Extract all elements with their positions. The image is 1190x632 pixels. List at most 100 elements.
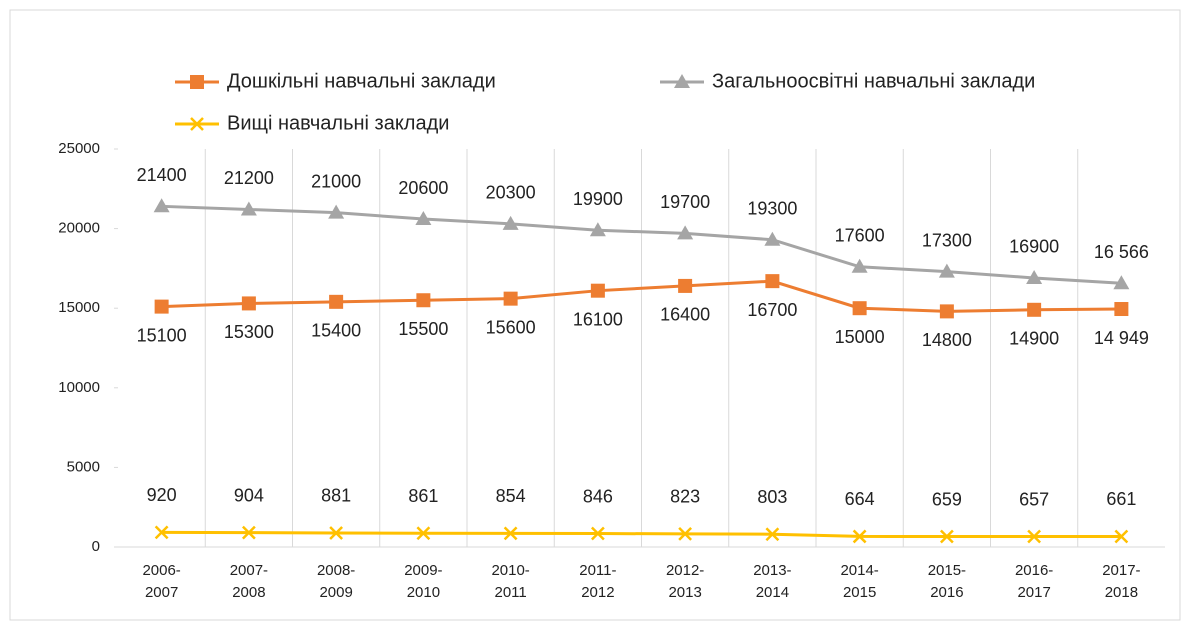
x-tick-label-line: 2009- xyxy=(404,562,442,579)
marker xyxy=(765,527,780,542)
series-line xyxy=(161,279,1122,313)
marker xyxy=(764,231,781,246)
x-tick-label-line: 2015 xyxy=(843,584,876,601)
data-label: 20600 xyxy=(398,178,448,198)
marker xyxy=(590,526,605,541)
data-label: 657 xyxy=(1019,489,1049,509)
legend-marker xyxy=(674,74,690,88)
marker xyxy=(939,529,954,544)
data-label: 16 566 xyxy=(1094,242,1149,262)
x-tick-label-line: 2007- xyxy=(230,562,268,579)
data-label: 21400 xyxy=(137,165,187,185)
data-label: 16700 xyxy=(747,300,797,320)
marker xyxy=(938,263,955,278)
marker xyxy=(241,525,256,540)
marker xyxy=(503,291,518,306)
x-tick-label: 2009- 2010 xyxy=(404,562,442,601)
data-label: 904 xyxy=(234,485,264,505)
marker xyxy=(416,293,431,308)
marker xyxy=(1027,529,1042,544)
x-tick-label: 2016- 2017 xyxy=(1015,562,1053,601)
marker xyxy=(241,296,256,311)
series-line xyxy=(161,204,1122,285)
x-tick-label-line: 2011 xyxy=(494,584,526,601)
data-label: 854 xyxy=(496,486,526,506)
x-tick-label: 2011- 2012 xyxy=(579,562,616,601)
x-tick-label-line: 2013 xyxy=(668,584,701,601)
legend-label: Дошкільні навчальні заклади xyxy=(227,70,496,92)
series-line xyxy=(161,530,1122,539)
legend-label: Загальноосвітні навчальні заклади xyxy=(712,70,1035,92)
x-tick-label-line: 2017- xyxy=(1102,562,1140,579)
legend-marker xyxy=(190,117,204,131)
marker xyxy=(415,211,432,226)
marker xyxy=(153,198,170,213)
data-label: 846 xyxy=(583,486,613,506)
x-tick-label-line: 2008- xyxy=(317,562,355,579)
y-tick-label: 20000 xyxy=(58,220,100,237)
data-label: 15600 xyxy=(486,317,536,337)
data-label: 15500 xyxy=(398,319,448,339)
marker xyxy=(590,283,605,298)
x-tick-label: 2007- 2008 xyxy=(230,562,268,601)
data-label: 14900 xyxy=(1009,329,1059,349)
data-label: 15000 xyxy=(835,327,885,347)
x-tick-label: 2017- 2018 xyxy=(1102,562,1140,601)
marker xyxy=(154,299,169,314)
marker xyxy=(329,526,344,540)
marker xyxy=(677,225,694,240)
marker xyxy=(1114,529,1129,544)
marker xyxy=(154,525,169,540)
marker xyxy=(851,258,868,273)
data-label: 21000 xyxy=(311,171,361,191)
marker xyxy=(503,526,518,541)
x-tick-label-line: 2018 xyxy=(1105,584,1138,601)
data-label: 16900 xyxy=(1009,237,1059,257)
data-label: 661 xyxy=(1106,489,1136,509)
x-tick-label-line: 2011- xyxy=(579,562,616,579)
marker xyxy=(678,278,693,293)
marker xyxy=(765,274,780,289)
marker xyxy=(939,304,954,319)
data-label: 14800 xyxy=(922,330,972,350)
x-tick-label-line: 2016 xyxy=(930,584,963,601)
data-label: 19900 xyxy=(573,189,623,209)
data-label: 664 xyxy=(845,489,875,509)
x-tick-label: 2012- 2013 xyxy=(666,562,704,601)
x-tick-label-line: 2008 xyxy=(232,584,265,601)
x-tick-label-line: 2012 xyxy=(581,584,614,601)
data-label: 659 xyxy=(932,489,962,509)
x-tick-label-line: 2007 xyxy=(145,584,178,601)
x-tick-label: 2013- 2014 xyxy=(753,562,791,601)
y-tick-label: 10000 xyxy=(58,379,100,396)
data-label: 823 xyxy=(670,487,700,507)
x-tick-label: 2008- 2009 xyxy=(317,562,355,601)
x-tick-label: 2006- 2007 xyxy=(142,562,180,601)
marker xyxy=(416,526,431,541)
marker xyxy=(240,201,257,216)
marker xyxy=(1027,302,1042,317)
data-label: 21200 xyxy=(224,168,274,188)
data-label: 19700 xyxy=(660,192,710,212)
data-label: 15300 xyxy=(224,322,274,342)
marker xyxy=(328,204,345,219)
marker xyxy=(329,294,344,309)
marker xyxy=(852,301,867,316)
x-tick-label-line: 2014- xyxy=(840,562,878,579)
marker xyxy=(502,215,519,230)
marker xyxy=(1026,269,1043,284)
data-label: 861 xyxy=(408,486,438,506)
marker xyxy=(852,529,867,544)
marker xyxy=(678,527,693,541)
marker xyxy=(1113,275,1130,290)
data-label: 20300 xyxy=(486,183,536,203)
y-tick-label: 15000 xyxy=(58,299,100,316)
x-tick-label-line: 2006- xyxy=(142,562,180,579)
data-label: 16100 xyxy=(573,309,623,329)
data-label: 16400 xyxy=(660,305,710,325)
x-tick-label-line: 2017 xyxy=(1017,584,1050,601)
x-tick-label-line: 2012- xyxy=(666,562,704,579)
data-label: 14 949 xyxy=(1094,328,1149,348)
data-label: 15400 xyxy=(311,321,361,341)
